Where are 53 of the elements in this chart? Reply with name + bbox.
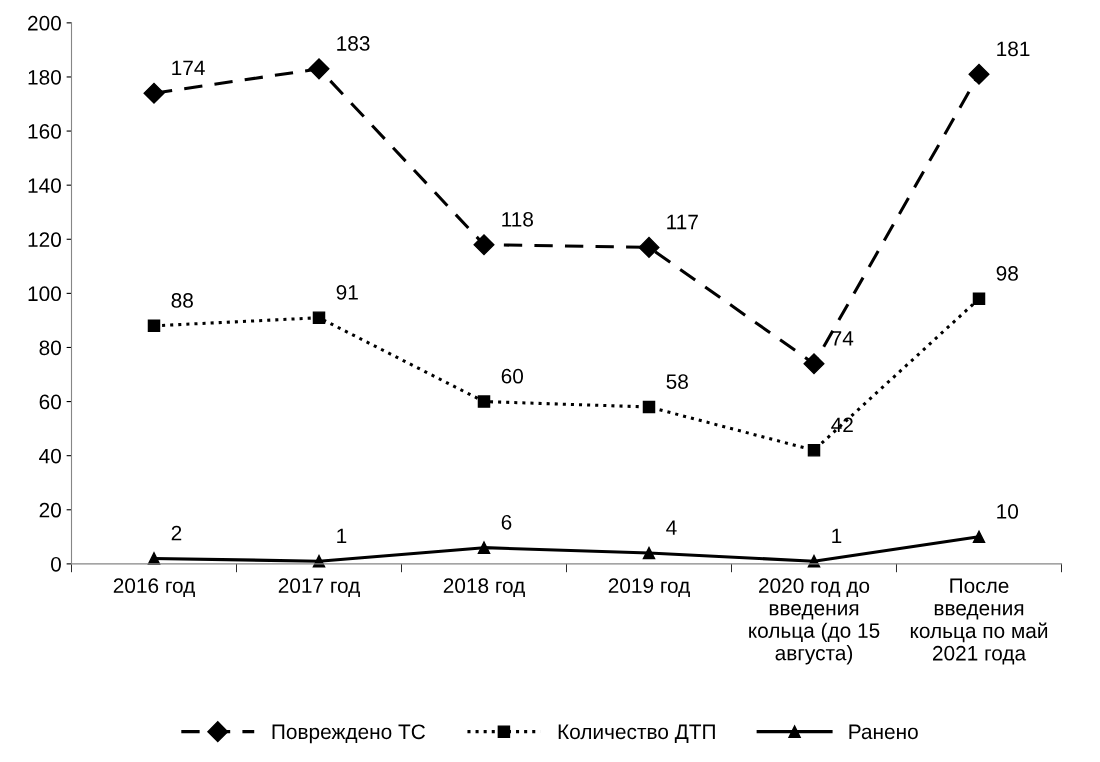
x-tick-label: 2020 год до введения кольца (до 15 августа) xyxy=(749,578,880,665)
data-label: 2 xyxy=(171,525,182,541)
y-tick-label: 100 xyxy=(28,286,61,302)
point xyxy=(972,292,986,306)
point xyxy=(968,63,990,85)
y-tick-label: 40 xyxy=(39,448,61,464)
data-label: 1 xyxy=(337,528,347,543)
y-tick-label: 200 xyxy=(28,15,61,31)
legend-label: Повреждено ТС xyxy=(272,724,425,744)
data-label: 42 xyxy=(831,417,853,433)
point xyxy=(638,236,660,258)
data-label: 6 xyxy=(501,514,512,530)
data-label: 91 xyxy=(336,284,358,300)
x-tick-label: 2018 год xyxy=(443,578,525,598)
data-label: 74 xyxy=(831,331,854,346)
y-tick-label: 120 xyxy=(28,232,61,248)
point xyxy=(143,82,165,104)
x-tick-label: После введения кольца по май 2021 года xyxy=(910,578,1048,665)
point xyxy=(642,400,656,414)
point xyxy=(312,311,326,324)
legend-label: Количество ДТП xyxy=(558,724,715,744)
point xyxy=(477,395,491,408)
point xyxy=(972,530,986,544)
data-label: 98 xyxy=(996,266,1018,281)
point xyxy=(308,58,330,80)
data-label: 183 xyxy=(337,36,370,51)
x-tick-label: 2019 год xyxy=(608,578,690,598)
x-tick-label: 2017 год xyxy=(278,578,360,598)
y-tick-label: 0 xyxy=(51,556,61,572)
y-tick-label: 60 xyxy=(39,394,61,410)
data-label: 4 xyxy=(666,520,677,535)
y-tick-label: 20 xyxy=(39,502,61,518)
point xyxy=(807,444,821,457)
point xyxy=(147,319,161,333)
data-label: 181 xyxy=(997,41,1030,57)
y-tick-label: 80 xyxy=(39,340,61,356)
data-label: 60 xyxy=(501,368,524,384)
point xyxy=(473,234,495,256)
legend-label: Ранено xyxy=(849,724,918,740)
data-label: 88 xyxy=(171,293,193,308)
point xyxy=(803,353,825,375)
data-label: 10 xyxy=(997,504,1019,519)
point xyxy=(477,541,491,554)
data-label: 58 xyxy=(666,374,688,389)
data-label: 174 xyxy=(172,60,205,75)
y-tick-label: 140 xyxy=(28,178,61,193)
y-tick-label: 160 xyxy=(28,124,61,139)
data-label: 118 xyxy=(502,211,533,227)
y-tick-label: 180 xyxy=(28,69,61,85)
data-label: 117 xyxy=(667,214,698,230)
data-label: 1 xyxy=(832,528,842,543)
x-tick-label: 2016 год xyxy=(113,578,195,598)
point xyxy=(642,546,656,560)
